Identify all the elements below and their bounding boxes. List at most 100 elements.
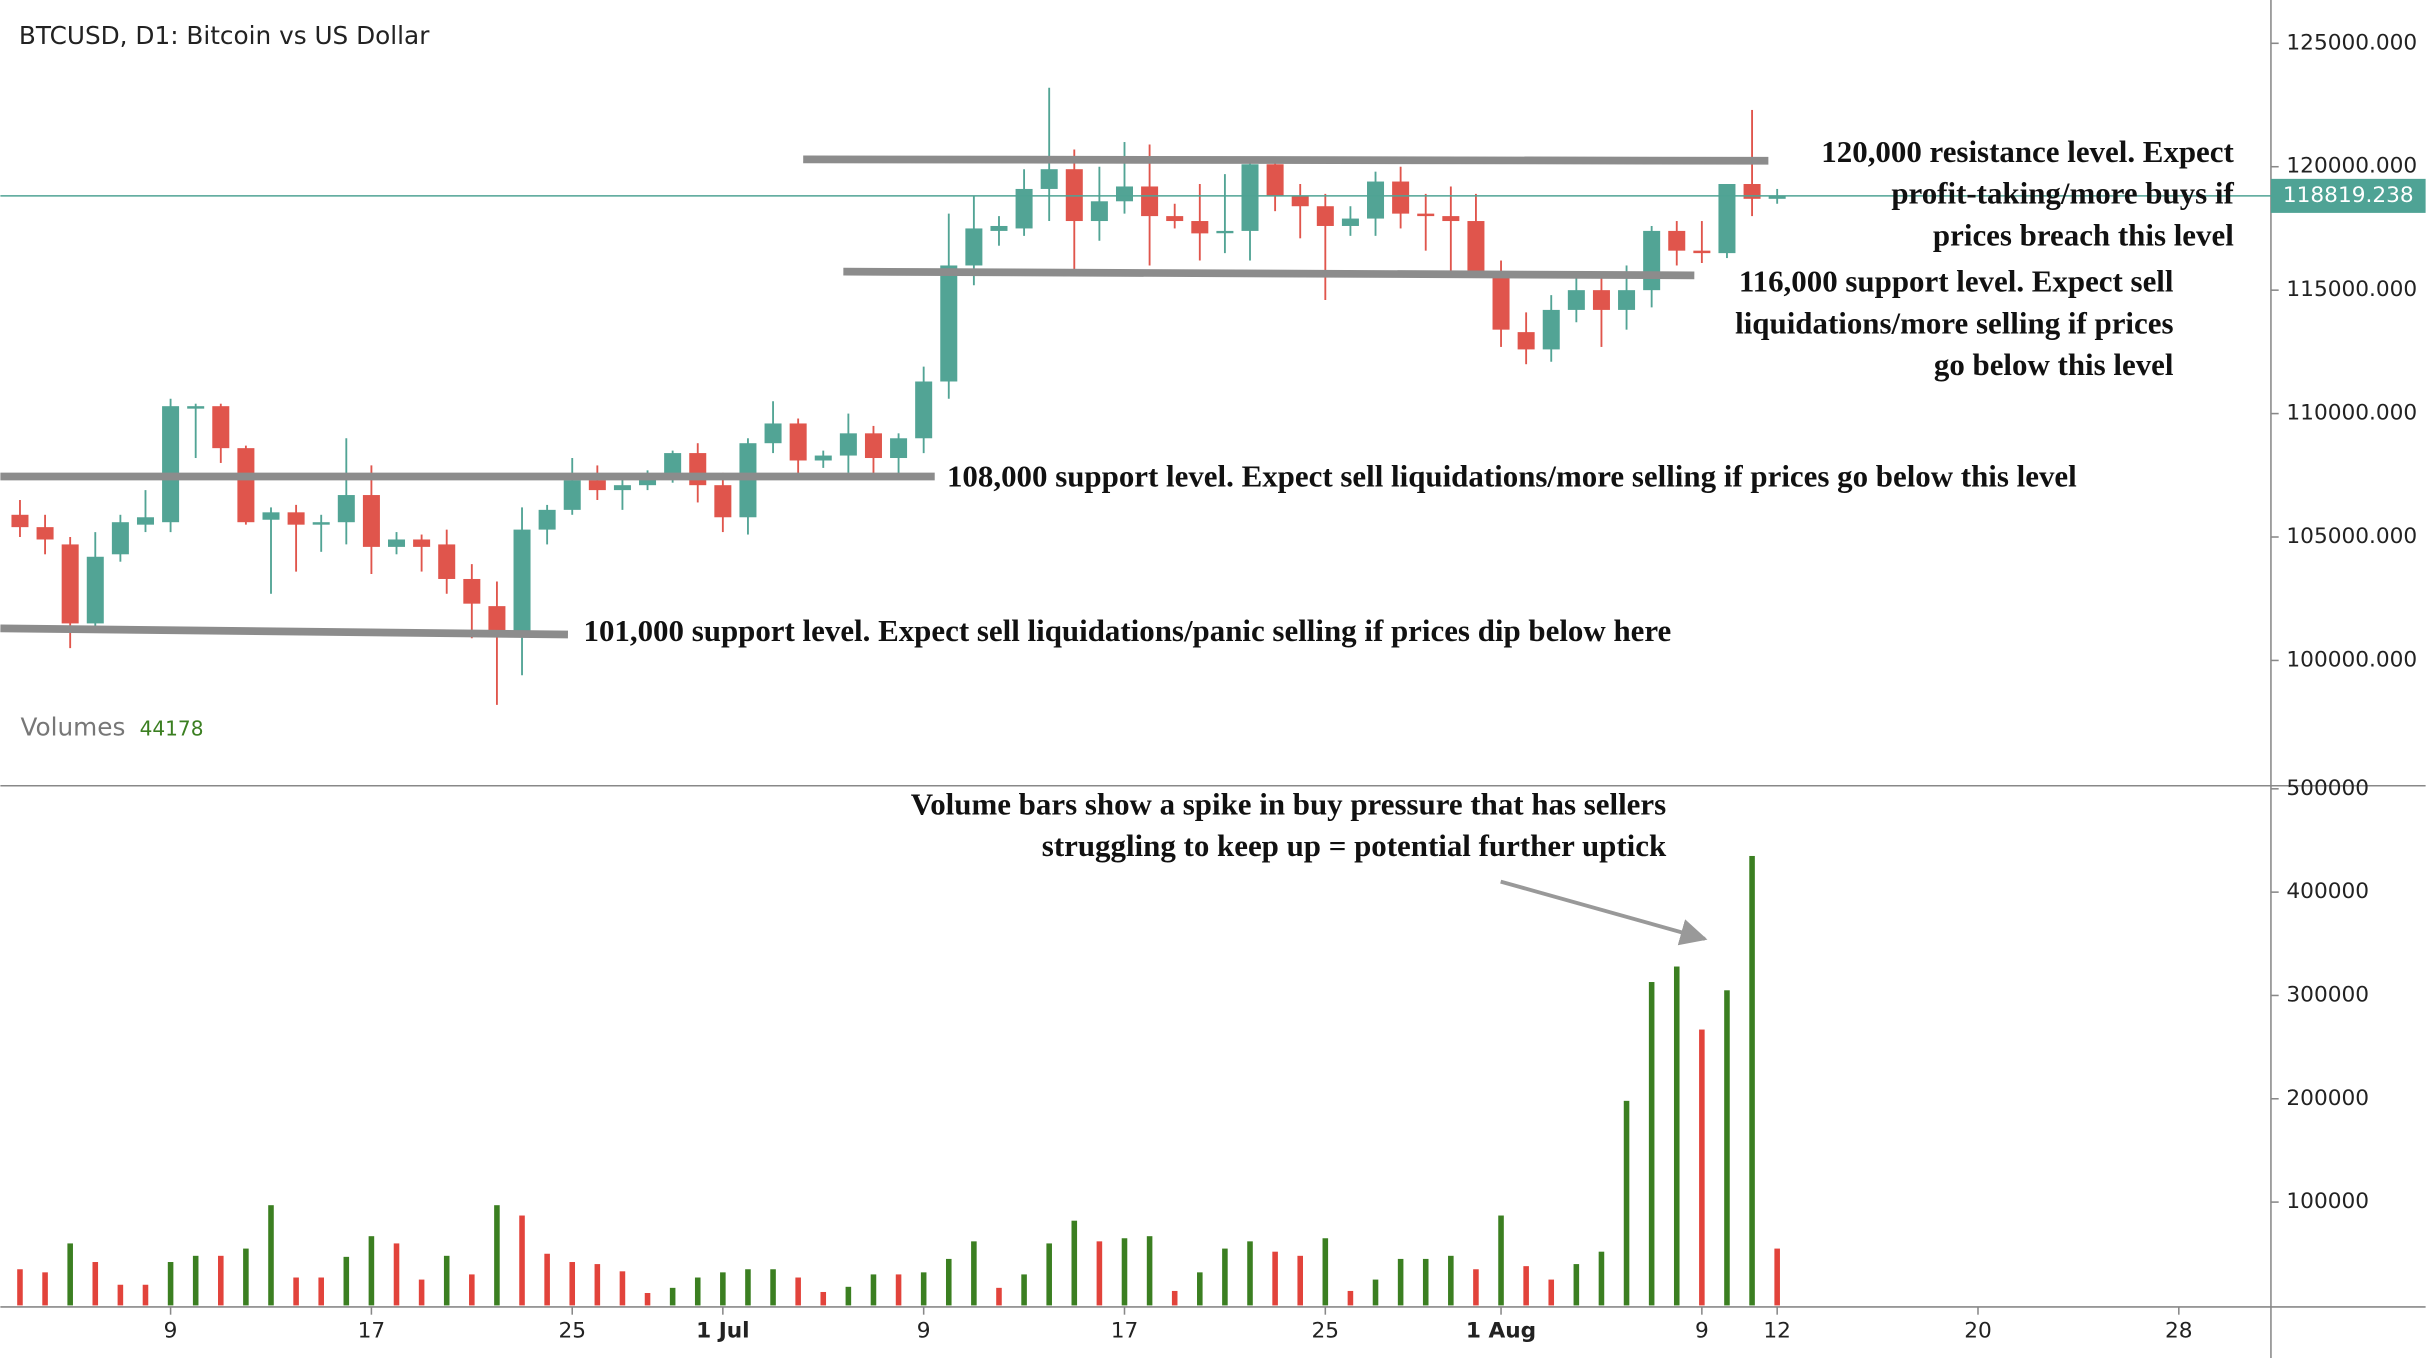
candle-body	[1392, 181, 1410, 214]
volume-tick-label: 200000	[2286, 1086, 2369, 1111]
candle-body	[1191, 221, 1209, 234]
candle-body	[1040, 169, 1058, 189]
volume-bar	[820, 1291, 827, 1306]
volume-bar	[167, 1262, 174, 1306]
candle-body	[463, 578, 481, 604]
volume-bar	[117, 1284, 124, 1306]
candle-body	[262, 512, 280, 520]
volume-bar	[795, 1277, 801, 1306]
volume-bar	[1774, 1248, 1780, 1306]
candle-body	[1166, 216, 1184, 222]
candle-body	[1090, 201, 1108, 222]
volume-bar	[1197, 1272, 1203, 1306]
y-tick-label: 105000.000	[2286, 524, 2417, 549]
volume-bar	[1422, 1258, 1429, 1306]
y-tick-label: 115000.000	[2286, 277, 2417, 302]
candle-body	[714, 485, 732, 518]
annotation: struggling to keep up = potential furthe…	[1042, 828, 1667, 863]
volume-bar	[644, 1293, 651, 1306]
volume-bar	[1222, 1248, 1228, 1306]
volume-bar	[594, 1264, 601, 1306]
candle-body	[1492, 272, 1510, 330]
candle-body	[187, 406, 205, 409]
volume-bar	[1573, 1264, 1580, 1306]
volume-bar	[318, 1277, 324, 1306]
x-tick-label: 17	[358, 1319, 386, 1344]
candle-body	[1643, 230, 1661, 291]
annotation: 101,000 support level. Expect sell liqui…	[583, 613, 1671, 648]
candle-body	[1718, 184, 1736, 254]
candle-body	[488, 606, 506, 631]
volume-bar	[619, 1271, 626, 1306]
annotation: profit-taking/more buys if	[1891, 176, 2234, 211]
level-line	[0, 624, 569, 639]
volume-bar	[920, 1272, 927, 1306]
annotation: Volume bars show a spike in buy pressure…	[911, 786, 1666, 821]
volume-bar	[17, 1269, 23, 1306]
volume-bar	[1397, 1258, 1404, 1306]
candle-body	[287, 512, 305, 525]
volume-bar	[895, 1274, 902, 1306]
candle-body	[1442, 216, 1460, 222]
volume-bar	[1473, 1269, 1479, 1306]
volume-bar	[720, 1272, 726, 1306]
volume-bar	[870, 1274, 877, 1306]
candle-body	[613, 485, 631, 491]
candle-body	[664, 453, 682, 476]
candle-body	[1216, 230, 1234, 234]
volume-bar	[971, 1241, 977, 1306]
volume-bar	[293, 1277, 299, 1306]
current-price-box	[2270, 178, 2426, 213]
candle-body	[388, 539, 406, 547]
volume-bar	[845, 1286, 852, 1306]
candle-body	[940, 265, 958, 382]
candle-body	[1367, 181, 1385, 219]
current-price-label: 118819.238	[2283, 183, 2414, 208]
volume-tick-label: 300000	[2286, 982, 2369, 1007]
volume-bar	[268, 1205, 274, 1306]
candle-body	[915, 381, 933, 439]
volume-bar	[1247, 1241, 1253, 1306]
volume-bar	[745, 1269, 751, 1306]
x-tick-label: 1 Aug	[1466, 1319, 1536, 1344]
candle-body	[11, 514, 29, 528]
candle-body	[814, 455, 832, 461]
x-tick-label: 20	[1964, 1319, 1992, 1344]
volume-bar	[1699, 1029, 1705, 1306]
candle-body	[1241, 164, 1259, 231]
candle-body	[513, 529, 531, 631]
x-tick-label: 9	[164, 1319, 178, 1344]
y-tick-label: 110000.000	[2286, 401, 2417, 426]
x-tick-label: 25	[558, 1319, 586, 1344]
volume-bar	[1121, 1238, 1128, 1306]
x-tick-label: 1 Jul	[696, 1319, 749, 1344]
volume-bar	[1598, 1251, 1605, 1306]
volume-legend-value: 44178	[140, 717, 204, 741]
candle-body	[1341, 218, 1359, 226]
level-line	[843, 267, 1695, 280]
candle-body	[563, 480, 581, 510]
candle-body	[1115, 186, 1134, 202]
candle-body	[588, 480, 606, 491]
volume-bar	[142, 1284, 149, 1306]
candle-body	[36, 527, 54, 540]
volume-bar	[996, 1287, 1002, 1306]
volume-tick-label: 500000	[2286, 776, 2369, 801]
x-tick-label: 17	[1111, 1319, 1139, 1344]
candle-body	[965, 228, 983, 266]
volume-bar	[1673, 966, 1680, 1306]
volume-bar	[694, 1277, 701, 1306]
candle-body	[764, 423, 782, 444]
volume-bar	[1096, 1241, 1103, 1306]
volume-bar	[343, 1256, 350, 1306]
candle-body	[1316, 206, 1334, 226]
volume-bar	[469, 1274, 475, 1306]
volume-bar	[393, 1243, 400, 1306]
annotation: 108,000 support level. Expect sell liqui…	[947, 459, 2077, 494]
x-tick-label: 25	[1312, 1319, 1340, 1344]
candle-body	[1291, 196, 1309, 207]
candle-body	[86, 556, 104, 624]
candle-body	[1567, 290, 1585, 310]
candle-body	[839, 433, 857, 456]
